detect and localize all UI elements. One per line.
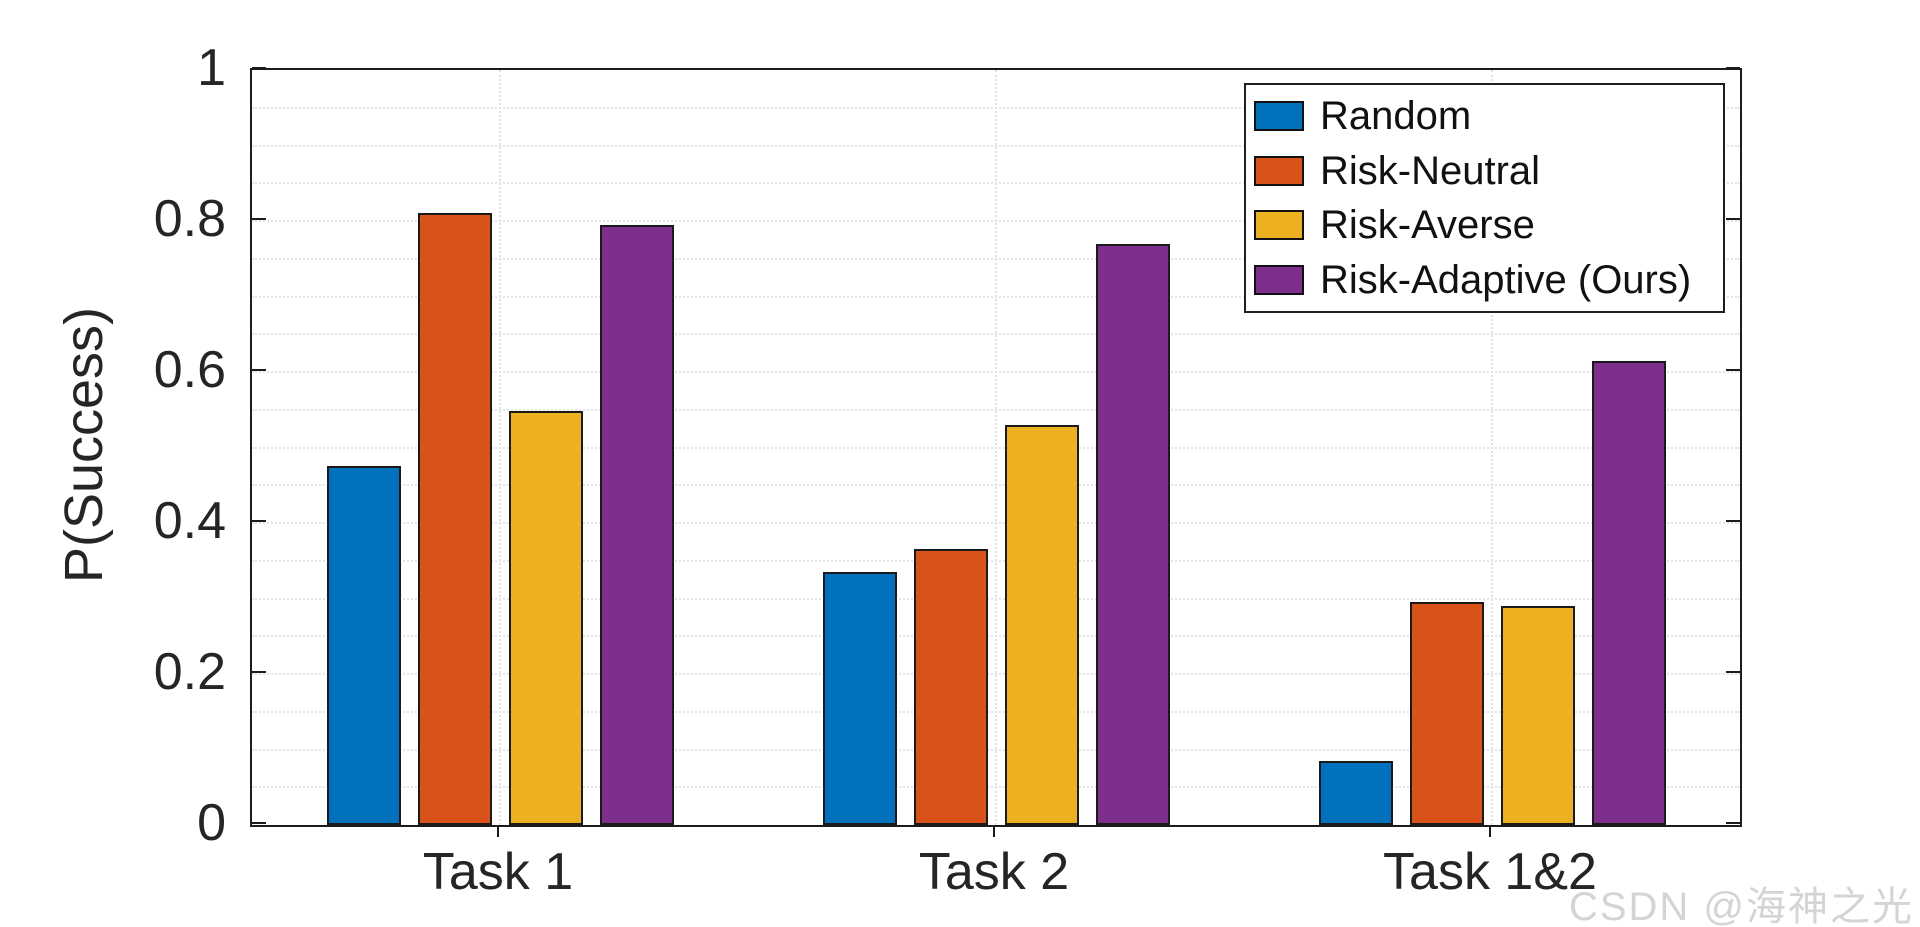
bar-random-1 (326, 466, 401, 825)
bar-risk-averse-1 (508, 411, 583, 825)
x-tick (497, 825, 499, 837)
bar-risk-neutral-2 (913, 549, 988, 825)
y-tick-left (252, 67, 266, 69)
y-tick-left (252, 520, 266, 522)
bar-risk-adaptive-ours--3 (1591, 360, 1666, 825)
legend-swatch (1254, 101, 1304, 132)
legend-item: Risk-Averse (1254, 200, 1723, 250)
legend-item: Random (1254, 91, 1723, 141)
y-tick-right (1726, 369, 1740, 371)
legend-label: Risk-Averse (1320, 203, 1535, 248)
y-tick-left (252, 369, 266, 371)
bar-risk-neutral-3 (1409, 602, 1484, 825)
bar-risk-neutral-1 (417, 213, 492, 825)
vertical-gridline (499, 70, 501, 825)
x-tick (1489, 825, 1491, 837)
y-tick-left (252, 671, 266, 673)
y-tick-label: 0 (197, 794, 226, 852)
legend-item: Risk-Adaptive (Ours) (1254, 255, 1723, 305)
y-tick-right (1726, 520, 1740, 522)
x-category-label-2: Task 2 (918, 843, 1070, 901)
y-tick-label: 0.8 (153, 190, 226, 248)
watermark: CSDN @海神之光 (1568, 885, 1914, 927)
vertical-gridline (1491, 70, 1493, 825)
legend-label: Risk-Neutral (1320, 148, 1541, 193)
y-tick-right (1726, 67, 1740, 69)
y-tick-left (252, 218, 266, 220)
legend-item: Risk-Neutral (1254, 146, 1723, 196)
y-tick-label: 0.4 (153, 492, 226, 550)
bar-risk-adaptive-ours--2 (1095, 243, 1170, 825)
y-tick-right (1726, 218, 1740, 220)
bar-risk-averse-2 (1004, 424, 1079, 825)
bar-random-3 (1318, 760, 1393, 825)
bar-risk-averse-3 (1500, 606, 1575, 825)
vertical-gridline (995, 70, 997, 825)
bar-random-2 (822, 572, 897, 825)
legend-swatch (1254, 264, 1304, 295)
legend-label: Risk-Adaptive (Ours) (1320, 257, 1692, 302)
bar-risk-adaptive-ours--1 (599, 224, 674, 825)
x-tick (993, 825, 995, 837)
legend: Random Risk-Neutral Risk-Averse Risk-Adapti… (1244, 83, 1725, 313)
legend-swatch (1254, 155, 1304, 186)
y-tick-right (1726, 671, 1740, 673)
y-tick-label: 0.6 (153, 341, 226, 399)
y-tick-label: 1 (197, 39, 226, 97)
y-tick-label: 0.2 (153, 643, 226, 701)
legend-label: Random (1320, 94, 1472, 139)
y-tick-right (1726, 822, 1740, 824)
legend-swatch (1254, 210, 1304, 241)
x-category-label-3: Task 1&2 (1383, 843, 1597, 901)
x-category-label-1: Task 1 (422, 843, 574, 901)
y-tick-left (252, 822, 266, 824)
